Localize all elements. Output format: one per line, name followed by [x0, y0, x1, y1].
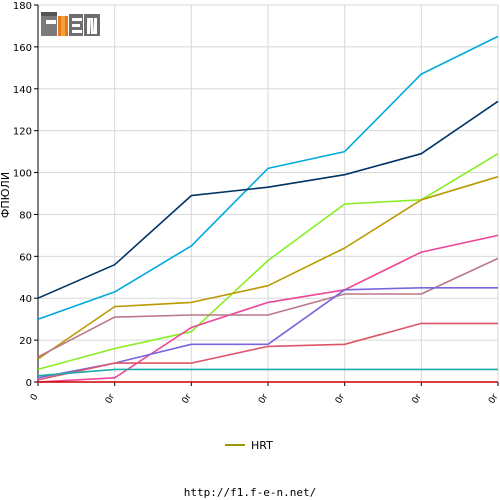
x-tick-label: 0r — [181, 392, 195, 405]
grid-lines — [38, 4, 499, 382]
series-line-0 — [37, 35, 499, 320]
x-tick-label: 0r — [334, 392, 348, 405]
series-line-7 — [37, 322, 498, 381]
legend-swatch-hrt — [225, 444, 245, 446]
y-tick-labels: 0 20 40 60 80 100 120 140 160 180 — [13, 1, 32, 389]
x-tick-labels: 0 0r 0r 0r 0r 0r 0r — [29, 392, 500, 405]
y-tick-label: 20 — [19, 336, 32, 347]
legend: HRT — [225, 438, 273, 452]
y-tick-label: 180 — [13, 1, 32, 12]
source-url: http://f1.f-e-n.net/ — [183, 486, 317, 499]
y-tick-label: 120 — [13, 127, 32, 138]
y-tick-label: 100 — [13, 169, 32, 180]
y-tick-label: 80 — [19, 210, 32, 221]
f1en-logo — [40, 10, 102, 38]
x-tick-label: 0r — [487, 392, 500, 405]
x-tick-label: 0r — [104, 392, 118, 405]
legend-label-hrt: HRT — [251, 438, 273, 452]
x-tick-label: 0r — [257, 392, 271, 405]
series-lines — [37, 35, 499, 383]
series-line-1 — [37, 100, 499, 299]
y-tick-label: 160 — [13, 43, 32, 54]
x-tick-label: 0 — [29, 392, 41, 402]
series-line-4 — [37, 234, 499, 383]
y-tick-label: 60 — [19, 252, 32, 263]
series-line-5 — [37, 257, 499, 358]
y-tick-label: 40 — [19, 294, 32, 305]
series-line-hrt — [37, 175, 499, 360]
x-tick-label: 0r — [411, 392, 425, 405]
y-tick-label: 0 — [26, 378, 32, 389]
y-tick-label: 140 — [13, 85, 32, 96]
y-axis-label: ФПЮЛИ — [0, 172, 12, 218]
series-line-8 — [37, 368, 498, 377]
